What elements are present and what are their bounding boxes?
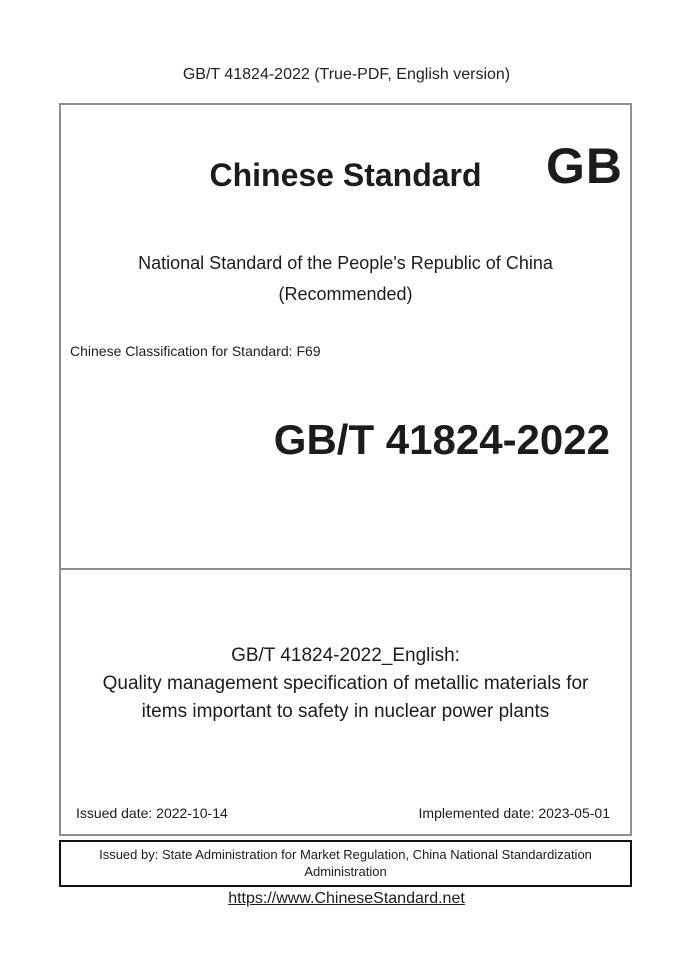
page-header-title: GB/T 41824-2022 (True-PDF, English versi…	[182, 66, 511, 83]
standard-number: GB/T 41824-2022	[273, 416, 610, 463]
brand-title: Chinese Standard	[209, 157, 482, 193]
english-title-block: GB/T 41824-2022_English: Quality managem…	[61, 570, 630, 726]
cover-box: Chinese Standard GB National Standard of…	[59, 103, 632, 836]
issuer-box: Issued by: State Administration for Mark…	[59, 840, 632, 887]
national-standard-line: National Standard of the People's Republ…	[138, 253, 553, 273]
english-title-line1: GB/T 41824-2022_English:	[231, 645, 460, 666]
cover-bottom-section: GB/T 41824-2022_English: Quality managem…	[61, 570, 630, 834]
english-title-line3: items important to safety in nuclear pow…	[141, 701, 550, 722]
footer-website-link[interactable]: https://www.ChineseStandard.net	[228, 890, 465, 907]
gb-logo: GB	[546, 138, 623, 194]
issued-date: Issued date: 2022-10-14	[76, 805, 228, 821]
dates-row: Issued date: 2022-10-14 Implemented date…	[76, 805, 610, 821]
implemented-date: Implemented date: 2023-05-01	[418, 805, 610, 821]
recommended-line: (Recommended)	[278, 284, 413, 304]
footer: https://www.ChineseStandard.net	[0, 890, 693, 908]
classification-line: Chinese Classification for Standard: F69	[70, 343, 321, 359]
cover-top-section: Chinese Standard GB National Standard of…	[61, 105, 630, 570]
english-title-line2: Quality management specification of meta…	[102, 673, 589, 694]
